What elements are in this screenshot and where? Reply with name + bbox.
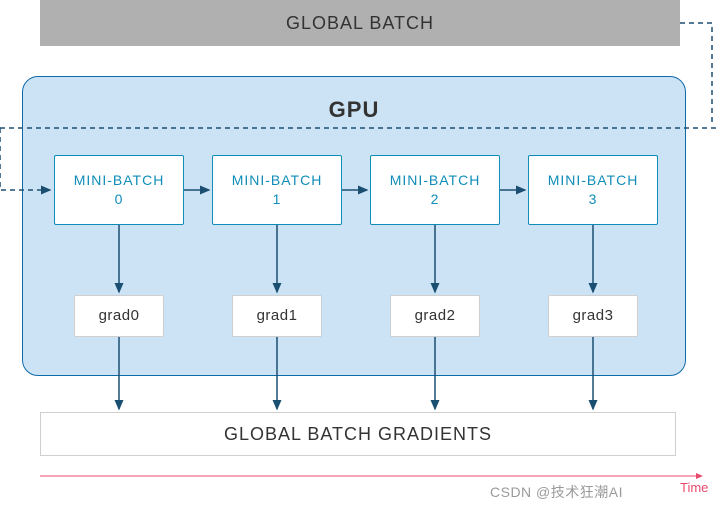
minibatch-2: MINI-BATCH 2 bbox=[370, 155, 500, 225]
minibatch-3-label: MINI-BATCH 3 bbox=[548, 171, 639, 209]
grad-2: grad2 bbox=[390, 295, 480, 337]
grad-3: grad3 bbox=[548, 295, 638, 337]
minibatch-0-label: MINI-BATCH 0 bbox=[74, 171, 165, 209]
grad-3-label: grad3 bbox=[573, 306, 614, 326]
gradients-bar: GLOBAL BATCH GRADIENTS bbox=[40, 412, 676, 456]
gradients-bar-label: GLOBAL BATCH GRADIENTS bbox=[224, 422, 492, 446]
grad-0: grad0 bbox=[74, 295, 164, 337]
minibatch-1: MINI-BATCH 1 bbox=[212, 155, 342, 225]
grad-1: grad1 bbox=[232, 295, 322, 337]
time-axis-label: Time bbox=[680, 480, 708, 495]
minibatch-2-label: MINI-BATCH 2 bbox=[390, 171, 481, 209]
minibatch-3: MINI-BATCH 3 bbox=[528, 155, 658, 225]
global-batch-bar: GLOBAL BATCH bbox=[40, 0, 680, 46]
minibatch-0: MINI-BATCH 0 bbox=[54, 155, 184, 225]
grad-2-label: grad2 bbox=[415, 306, 456, 326]
minibatch-1-label: MINI-BATCH 1 bbox=[232, 171, 323, 209]
grad-0-label: grad0 bbox=[99, 306, 140, 326]
grad-1-label: grad1 bbox=[257, 306, 298, 326]
watermark-text: CSDN @技术狂潮AI bbox=[490, 482, 623, 502]
gpu-title: GPU bbox=[329, 97, 380, 123]
global-batch-bar-label: GLOBAL BATCH bbox=[286, 11, 434, 35]
